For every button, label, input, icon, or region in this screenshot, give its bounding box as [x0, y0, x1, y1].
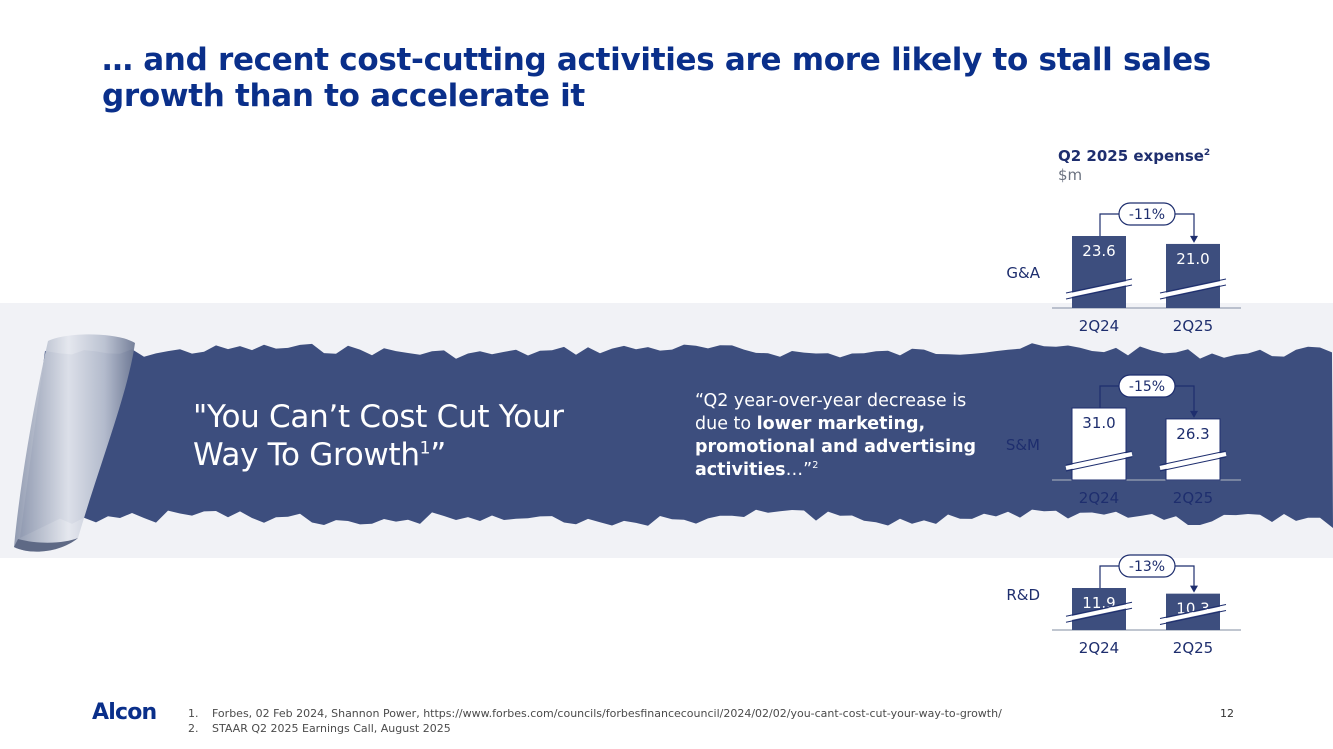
bar-value-label: 26.3 [1176, 425, 1209, 443]
change-pill [1118, 202, 1176, 226]
footnotes: 1. Forbes, 02 Feb 2024, Shannon Power, ht… [188, 706, 1188, 736]
page-curl [14, 334, 135, 552]
axis-break-line [1159, 609, 1227, 625]
axis-break-gap [1159, 605, 1227, 624]
category-label: 2Q25 [1173, 489, 1213, 507]
axis-break-line [1065, 450, 1133, 466]
axis-break-line [1159, 603, 1227, 619]
footnote-2: 2. STAAR Q2 2025 Earnings Call, August 20… [188, 722, 451, 735]
group-label: R&D [1006, 586, 1040, 604]
bar-2q25 [1165, 418, 1221, 481]
slide-title: … and recent cost-cutting activities are… [102, 42, 1211, 114]
bar-2q25 [1166, 243, 1220, 308]
bar-value-label: 31.0 [1082, 414, 1115, 432]
category-label: 2Q24 [1079, 317, 1119, 335]
change-arrowhead [1190, 235, 1198, 243]
alcon-logo: Alcon [92, 700, 157, 725]
page-number: 12 [1220, 707, 1234, 720]
axis-break-line [1159, 278, 1227, 294]
axis-break-gap [1065, 452, 1133, 470]
axis-break-line [1065, 284, 1133, 300]
axis-break-gap [1065, 603, 1133, 622]
category-label: 2Q24 [1079, 489, 1119, 507]
category-label: 2Q25 [1173, 317, 1213, 335]
axis-break-line [1159, 456, 1227, 472]
change-pill [1118, 374, 1176, 398]
torn-paper-banner [14, 334, 1333, 552]
bar-value-label: 23.6 [1082, 242, 1115, 260]
axis-break-gap [1065, 280, 1133, 298]
axis-break-line [1065, 601, 1133, 617]
banner-quote-main: "You Can’t Cost Cut Your Way To Growth1” [193, 399, 564, 473]
axis-break-gap [1159, 280, 1227, 298]
category-label: 2Q24 [1079, 639, 1119, 657]
banner-quote-side: “Q2 year-over-year decrease is due to lo… [695, 391, 977, 480]
axis-break-line [1065, 456, 1133, 472]
footnote-1: 1. Forbes, 02 Feb 2024, Shannon Power, ht… [188, 707, 1002, 720]
change-label: -15% [1129, 379, 1165, 395]
bar-value-label: 21.0 [1176, 250, 1209, 268]
torn-paper-shape [20, 343, 1333, 538]
expense-bar-charts: G&A 23.6 2Q24 21.0 2Q25 -11% S&M 31.0 2Q24 26.3 2Q… [1006, 202, 1241, 657]
axis-break-line [1159, 284, 1227, 300]
category-label: 2Q25 [1173, 639, 1213, 657]
change-arrowhead [1190, 585, 1198, 593]
axis-break-gap [1159, 452, 1227, 470]
change-label: -11% [1129, 207, 1165, 223]
axis-break-line [1159, 450, 1227, 466]
change-pill [1118, 554, 1176, 578]
change-arrowhead [1190, 410, 1198, 418]
expense-chart-title: Q2 2025 expense2 [1058, 147, 1211, 165]
expense-chart-unit: $m [1058, 166, 1083, 184]
axis-break-line [1065, 278, 1133, 294]
change-label: -13% [1129, 559, 1165, 575]
group-label: S&M [1006, 436, 1040, 454]
group-label: G&A [1006, 264, 1040, 282]
axis-break-line [1065, 607, 1133, 623]
